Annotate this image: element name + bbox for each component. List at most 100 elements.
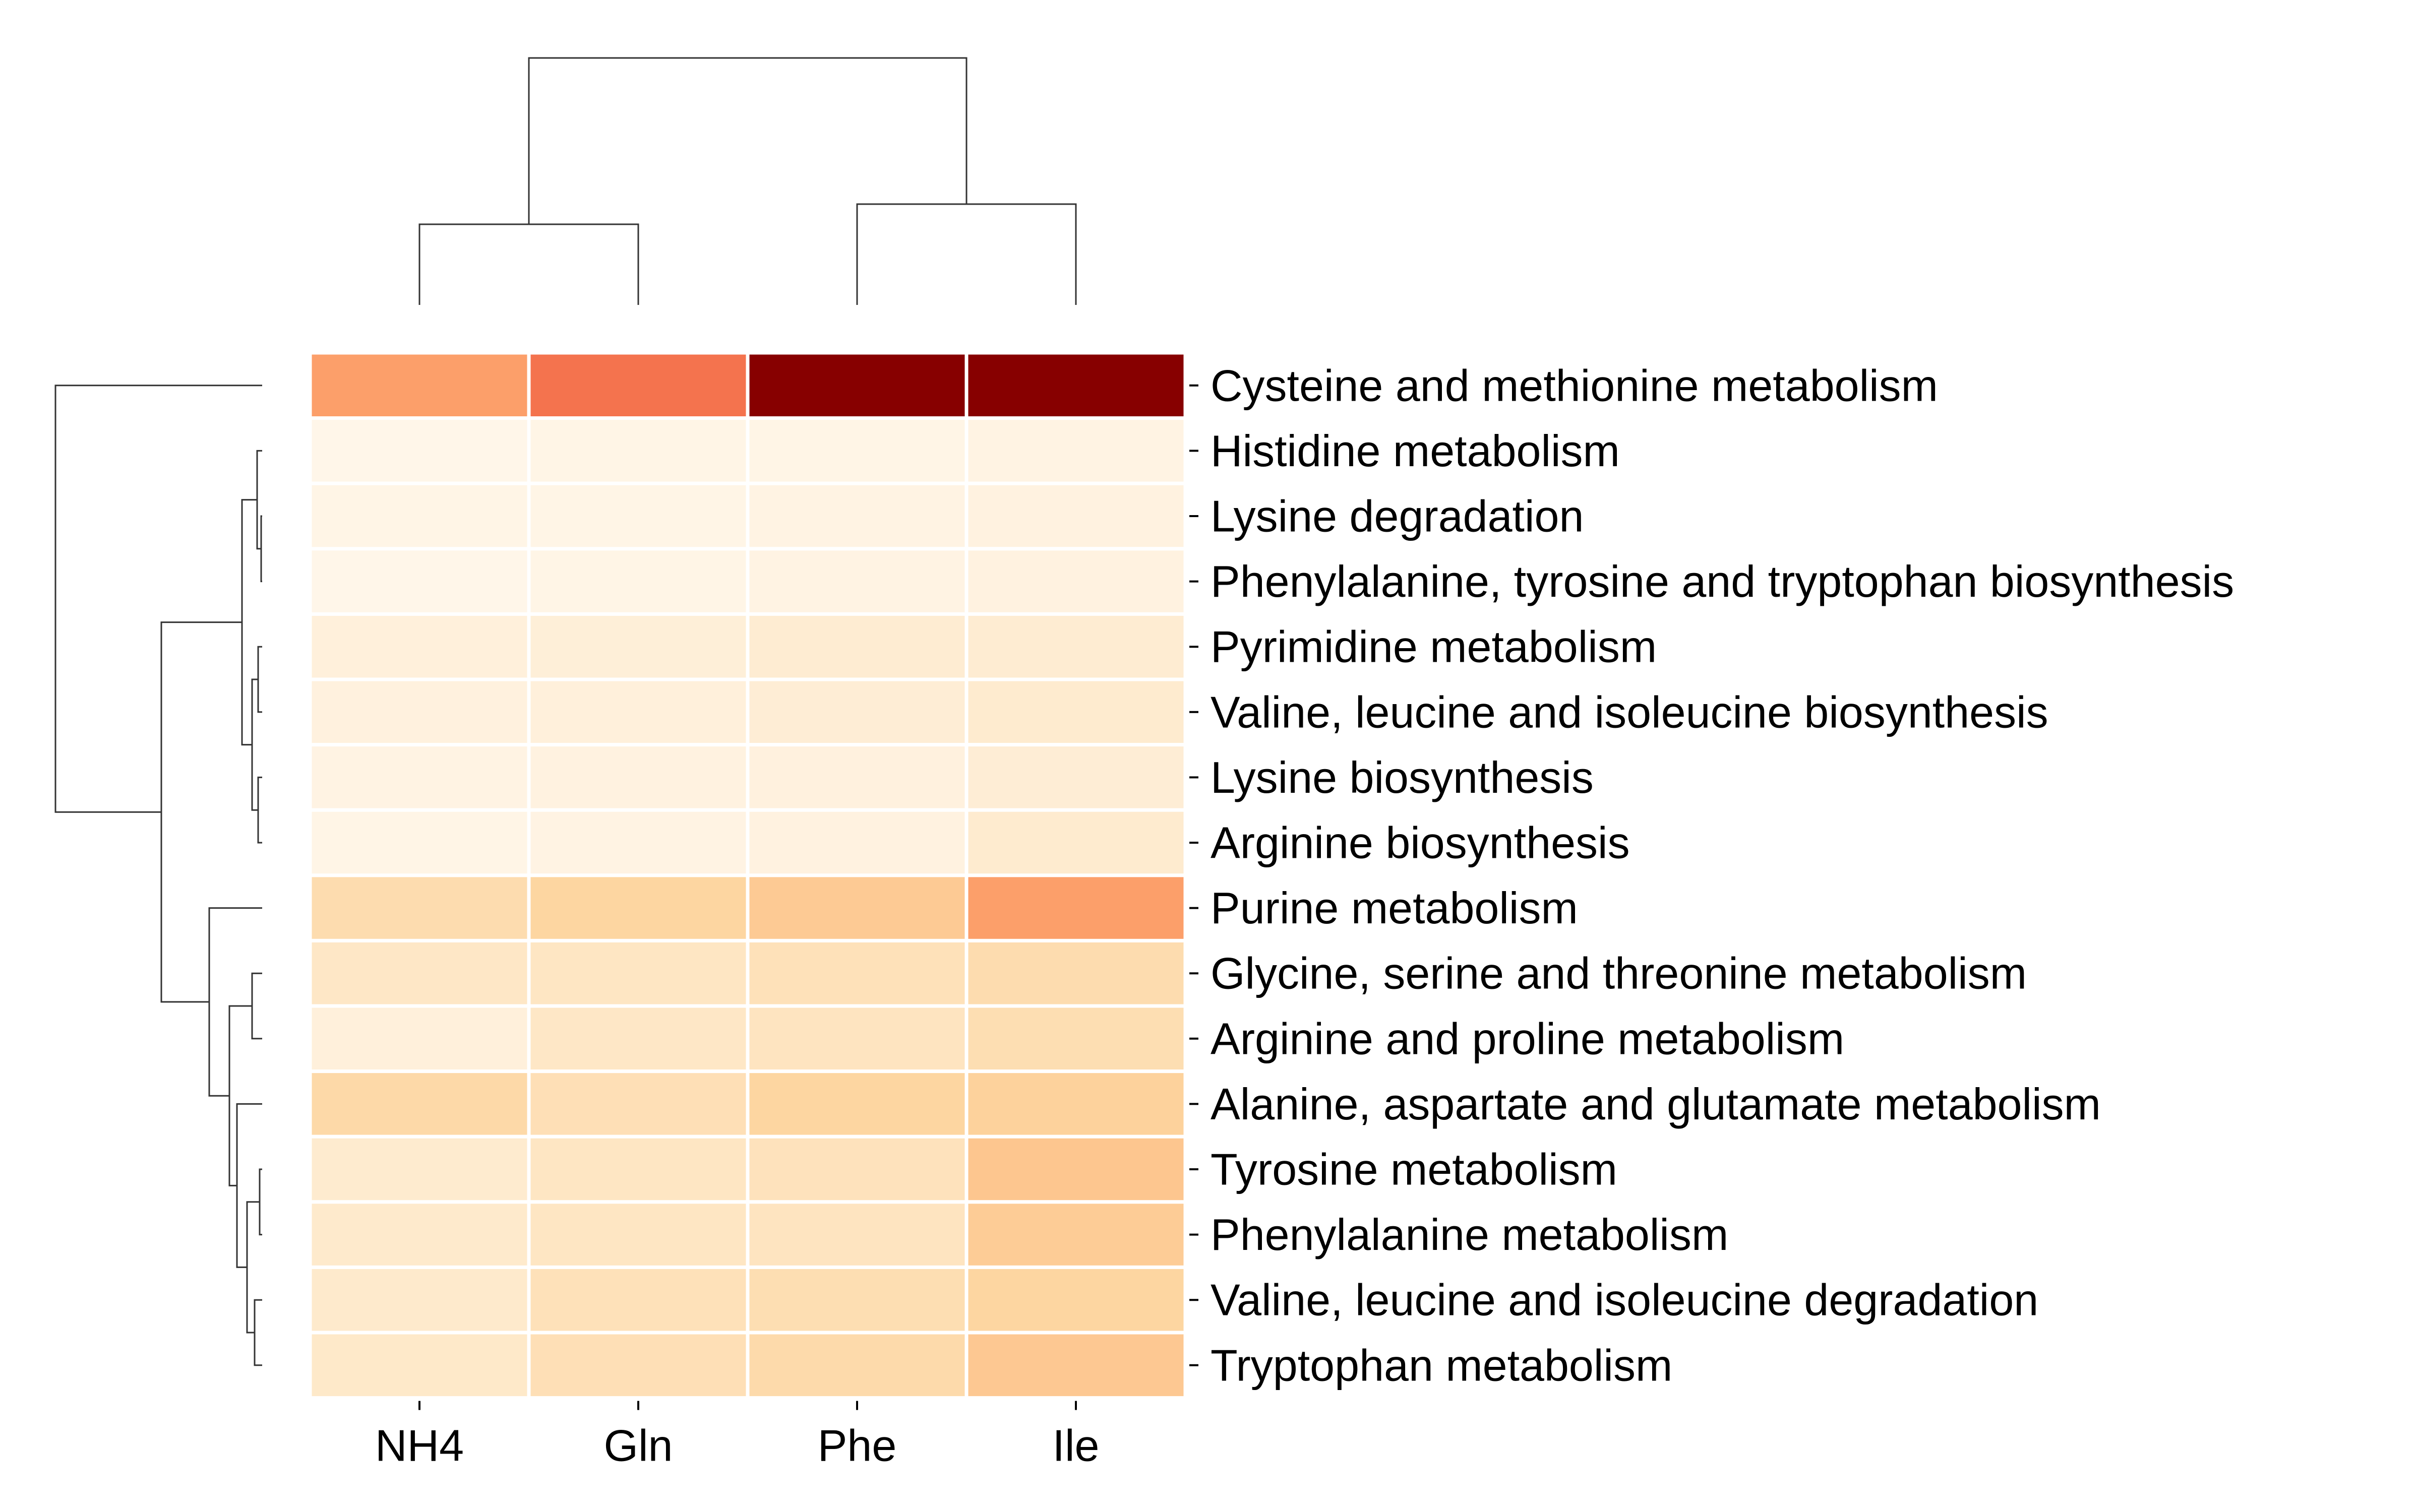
heatmap-cell bbox=[746, 547, 969, 616]
row-dendrogram-link bbox=[228, 1005, 252, 1186]
column-dendrogram-link bbox=[418, 223, 639, 305]
row-dendrogram-link bbox=[246, 1201, 260, 1334]
heatmap-cell bbox=[746, 1004, 969, 1074]
row-dendrogram-link bbox=[241, 499, 257, 746]
row-dendrogram-link bbox=[259, 1168, 262, 1236]
heatmap-cell bbox=[527, 677, 750, 747]
row-dendrogram-link bbox=[257, 646, 262, 713]
heatmap-cell bbox=[308, 481, 531, 551]
column-dendrogram-root bbox=[528, 57, 967, 224]
row-dendrogram-link bbox=[260, 515, 262, 583]
heatmap-cell bbox=[308, 1331, 531, 1400]
heatmap-cell bbox=[964, 1069, 1187, 1139]
heatmap-cell bbox=[308, 1135, 531, 1204]
column-tick-marks bbox=[418, 1401, 1077, 1410]
heatmap-cell bbox=[964, 351, 1187, 420]
heatmap-cell bbox=[746, 612, 969, 681]
heatmap-cell bbox=[527, 547, 750, 616]
heatmap-cell bbox=[746, 416, 969, 485]
heatmap-cell bbox=[527, 873, 750, 942]
heatmap-cell bbox=[527, 1331, 750, 1400]
row-dendrogram-link bbox=[254, 1299, 262, 1366]
heatmap-cell bbox=[746, 1200, 969, 1269]
heatmap-cell bbox=[964, 873, 1187, 942]
column-label: Phe bbox=[818, 1421, 897, 1471]
heatmap-cell bbox=[308, 416, 531, 485]
heatmap-cell bbox=[746, 1331, 969, 1400]
row-label: Histidine metabolism bbox=[1211, 426, 1620, 476]
column-label: Gln bbox=[604, 1421, 673, 1471]
heatmap-cell bbox=[964, 547, 1187, 616]
row-dendrogram-link bbox=[208, 907, 262, 1097]
heatmap-cell bbox=[308, 351, 531, 420]
row-label: Lysine biosynthesis bbox=[1211, 752, 1594, 802]
heatmap-cell bbox=[308, 677, 531, 747]
heatmap-cell bbox=[527, 1265, 750, 1335]
heatmap-cell bbox=[964, 1200, 1187, 1269]
row-label: Valine, leucine and isoleucine biosynthe… bbox=[1211, 687, 2048, 737]
heatmap-cell bbox=[746, 938, 969, 1008]
heatmap-cell bbox=[964, 612, 1187, 681]
heatmap-cell bbox=[527, 612, 750, 681]
heatmap-cells bbox=[308, 351, 1187, 1400]
heatmap-cell bbox=[964, 1265, 1187, 1335]
heatmap-cell bbox=[746, 677, 969, 747]
column-label: NH4 bbox=[375, 1421, 464, 1471]
row-labels: Cysteine and methionine metabolism Histid… bbox=[1211, 360, 2234, 1390]
heatmap-cell bbox=[746, 743, 969, 812]
heatmap-cell bbox=[527, 743, 750, 812]
heatmap-cell bbox=[964, 1004, 1187, 1074]
column-dendrogram bbox=[418, 57, 1077, 305]
row-dendrogram-link bbox=[251, 678, 258, 811]
heatmap-cell bbox=[308, 1200, 531, 1269]
heatmap-cell bbox=[308, 808, 531, 877]
row-dendrogram bbox=[54, 385, 262, 1366]
heatmap-cell bbox=[746, 1069, 969, 1139]
heatmap-cell bbox=[746, 1265, 969, 1335]
row-label: Tyrosine metabolism bbox=[1211, 1145, 1617, 1194]
heatmap-cell bbox=[746, 873, 969, 942]
row-label: Valine, leucine and isoleucine degradati… bbox=[1211, 1275, 2038, 1325]
heatmap-cell bbox=[527, 1135, 750, 1204]
heatmap-cell bbox=[308, 547, 531, 616]
row-label: Phenylalanine, tyrosine and tryptophan b… bbox=[1211, 556, 2234, 606]
heatmap-cell bbox=[964, 1331, 1187, 1400]
heatmap-cell bbox=[308, 873, 531, 942]
heatmap-cell bbox=[527, 1069, 750, 1139]
heatmap-cell bbox=[527, 481, 750, 551]
heatmap-cell bbox=[746, 808, 969, 877]
row-tick-marks bbox=[1189, 384, 1198, 1366]
row-label: Purine metabolism bbox=[1211, 883, 1578, 933]
heatmap-cell bbox=[527, 416, 750, 485]
column-labels: NH4 Gln Phe Ile bbox=[375, 1421, 1100, 1471]
row-dendrogram-link bbox=[236, 1103, 262, 1268]
heatmap-cell bbox=[964, 677, 1187, 747]
heatmap-cell bbox=[964, 743, 1187, 812]
heatmap-cell bbox=[527, 1004, 750, 1074]
heatmap-cell bbox=[964, 1135, 1187, 1204]
heatmap-cell bbox=[746, 1135, 969, 1204]
heatmap-cell bbox=[746, 351, 969, 420]
row-label: Pyrimidine metabolism bbox=[1211, 622, 1657, 672]
row-label: Glycine, serine and threonine metabolism bbox=[1211, 949, 2027, 998]
row-dendrogram-link bbox=[160, 621, 242, 1003]
heatmap-cell bbox=[527, 351, 750, 420]
row-dendrogram-link bbox=[251, 972, 262, 1040]
heatmap-cell bbox=[527, 1200, 750, 1269]
row-label: Cysteine and methionine metabolism bbox=[1211, 360, 1938, 410]
heatmap-cell bbox=[964, 481, 1187, 551]
heatmap-cell bbox=[308, 1069, 531, 1139]
row-label: Tryptophan metabolism bbox=[1211, 1340, 1672, 1390]
heatmap-cell bbox=[308, 1265, 531, 1335]
row-dendrogram-link bbox=[257, 776, 262, 844]
heatmap-cell bbox=[527, 808, 750, 877]
heatmap-cell bbox=[308, 938, 531, 1008]
heatmap-cell bbox=[964, 416, 1187, 485]
row-dendrogram-link bbox=[54, 385, 262, 813]
row-label: Alanine, aspartate and glutamate metabol… bbox=[1211, 1079, 2101, 1129]
heatmap-cell bbox=[746, 481, 969, 551]
row-label: Phenylalanine metabolism bbox=[1211, 1210, 1728, 1259]
heatmap-cell bbox=[308, 743, 531, 812]
column-label: Ile bbox=[1053, 1421, 1100, 1471]
